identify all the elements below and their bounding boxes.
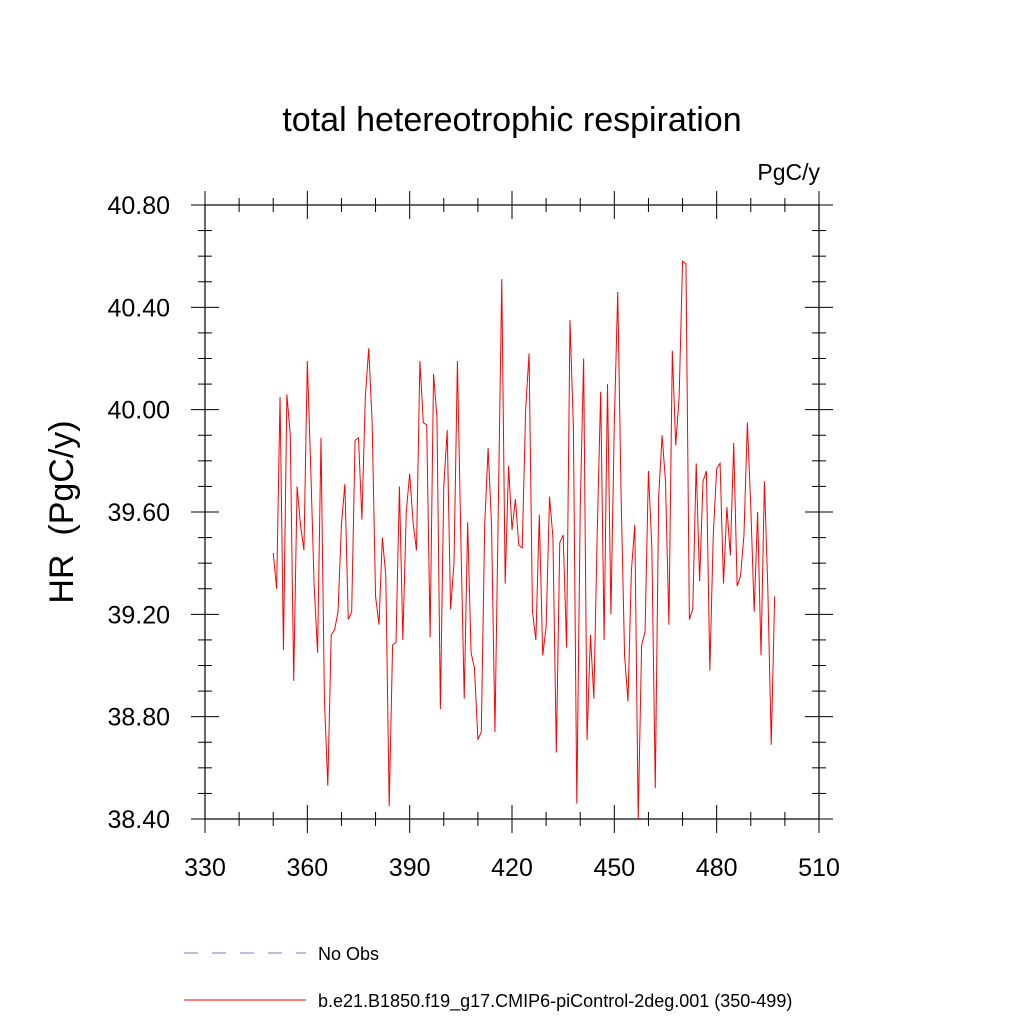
y-tick-labels: 38.40 38.80 39.20 39.60 40.00 40.40 40.80: [107, 192, 170, 834]
x-tick-label: 450: [593, 854, 635, 882]
x-tick-label: 330: [184, 854, 226, 882]
legend-label-series: b.e21.B1850.f19_g17.CMIP6-piControl-2deg…: [318, 991, 792, 1012]
chart-title: total hetereotrophic respiration: [282, 101, 741, 139]
y-tick-label: 39.60: [107, 499, 170, 527]
x-tick-label: 390: [389, 854, 431, 882]
y-tick-label: 40.00: [107, 397, 170, 425]
y-tick-label: 39.20: [107, 601, 170, 629]
y-tick-label: 40.80: [107, 192, 170, 220]
x-tick-labels: 330 360 390 420 450 480 510: [184, 854, 840, 882]
y-tick-label: 38.40: [107, 806, 170, 834]
axis-ticks: [191, 191, 833, 833]
y-axis-label: HR (PgC/y): [43, 420, 81, 603]
y-tick-label: 38.80: [107, 704, 170, 732]
x-tick-label: 480: [696, 854, 738, 882]
legend: No Obs b.e21.B1850.f19_g17.CMIP6-piContr…: [184, 944, 792, 1012]
x-tick-label: 360: [286, 854, 328, 882]
units-label: PgC/y: [757, 159, 820, 185]
y-tick-label: 40.40: [107, 294, 170, 322]
legend-label-no-obs: No Obs: [318, 944, 379, 964]
series-line: [272, 260, 776, 820]
x-tick-label: 420: [491, 854, 533, 882]
x-tick-label: 510: [798, 854, 840, 882]
